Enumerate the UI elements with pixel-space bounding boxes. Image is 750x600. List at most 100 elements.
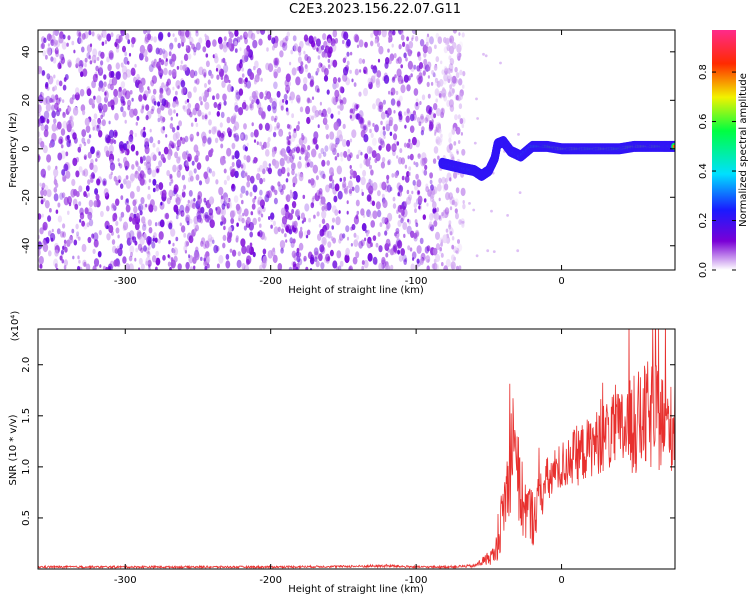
heatmap-cell [54, 263, 58, 268]
heatmap-cell [472, 208, 476, 212]
top-x-axis-label: Height of straight line (km) [288, 285, 424, 296]
heatmap-cell [414, 208, 417, 214]
heatmap-cell [198, 207, 202, 213]
heatmap-cell [125, 180, 132, 189]
heatmap-cell [327, 58, 331, 64]
heatmap-cell [387, 160, 391, 166]
heatmap-cell [148, 245, 151, 250]
heatmap-cell [321, 218, 326, 225]
heatmap-cell [204, 214, 208, 219]
heatmap-cell [175, 99, 179, 105]
heatmap-cell [107, 263, 113, 270]
heatmap-cell [205, 155, 210, 162]
heatmap-cell [298, 258, 303, 266]
heatmap-cell [406, 84, 411, 92]
heatmap-cell [191, 43, 195, 50]
heatmap-cell [105, 133, 108, 138]
heatmap-cell [385, 123, 391, 132]
heatmap-cell [403, 259, 408, 265]
heatmap-cell [452, 30, 457, 34]
heatmap-cell [170, 259, 176, 269]
heatmap-cell [120, 195, 124, 201]
bottom-plot-frame [37, 328, 676, 570]
heatmap-cell [419, 115, 425, 124]
heatmap-cell [128, 263, 134, 270]
heatmap-cell [226, 116, 231, 124]
heatmap-cell [58, 34, 64, 44]
heatmap-cell [57, 202, 61, 208]
heatmap-cell [215, 67, 219, 72]
heatmap-cell [447, 91, 452, 98]
heatmap-cell [81, 33, 86, 40]
heatmap-cell [421, 169, 425, 174]
heatmap-cell [212, 95, 215, 100]
heatmap-cell [302, 136, 308, 144]
heatmap-cell [438, 197, 441, 202]
heatmap-cell [457, 114, 461, 120]
heatmap-cell [120, 106, 124, 113]
heatmap-cell [108, 129, 115, 139]
heatmap-cell [355, 104, 359, 110]
heatmap-cell [410, 230, 415, 238]
heatmap-cell [377, 231, 381, 237]
heatmap-cell [170, 179, 174, 184]
heatmap-cell [52, 57, 57, 64]
heatmap-cell [411, 30, 417, 35]
heatmap-cell [402, 41, 406, 47]
heatmap-cell [399, 30, 403, 34]
heatmap-cell [249, 191, 253, 197]
heatmap-cell [370, 242, 373, 248]
heatmap-cell [363, 125, 367, 131]
heatmap-cell [84, 207, 89, 215]
heatmap-cell [38, 119, 41, 128]
heatmap-cell [157, 112, 162, 118]
heatmap-cell [141, 216, 146, 224]
heatmap-cell [216, 111, 220, 117]
heatmap-cell [271, 37, 276, 44]
heatmap-cell [196, 150, 200, 157]
heatmap-cell [455, 250, 458, 254]
heatmap-cell [55, 267, 59, 270]
heatmap-cell [128, 134, 134, 143]
heatmap-cell [96, 95, 102, 104]
heatmap-cell [407, 219, 412, 225]
heatmap-cell [193, 265, 196, 270]
heatmap-cell [260, 213, 264, 218]
heatmap-cell [304, 66, 309, 73]
heatmap-cell [363, 259, 369, 269]
heatmap-cell [363, 134, 369, 143]
heatmap-cell [350, 108, 353, 114]
heatmap-cell [226, 202, 231, 209]
heatmap-cell [167, 254, 170, 258]
heatmap-cell [103, 180, 106, 186]
heatmap-cell [342, 123, 346, 130]
heatmap-cell [205, 35, 210, 43]
heatmap-cell [239, 193, 243, 199]
heatmap-cell [84, 156, 87, 160]
heatmap-cell [169, 173, 173, 179]
heatmap-cell [193, 168, 197, 174]
heatmap-cell [445, 43, 449, 48]
heatmap-cell [46, 189, 52, 198]
heatmap-cell [482, 52, 485, 56]
heatmap-cell [506, 214, 509, 217]
heatmap-cell [336, 165, 342, 175]
heatmap-cell [277, 181, 281, 187]
heatmap-cell [423, 198, 427, 203]
heatmap-cell [172, 247, 179, 256]
heatmap-cell [287, 172, 290, 177]
heatmap-cell [315, 175, 319, 181]
heatmap-cell [118, 179, 121, 184]
heatmap-cell [246, 175, 251, 182]
heatmap-cell [418, 205, 421, 210]
heatmap-cell [242, 144, 247, 151]
heatmap-cell [132, 199, 137, 207]
heatmap-cell [318, 188, 323, 195]
heatmap-cell [261, 144, 265, 150]
heatmap-cell [417, 153, 421, 158]
heatmap-cell [222, 44, 228, 53]
heatmap-cell [205, 60, 210, 68]
heatmap-cell [459, 69, 463, 76]
heatmap-cell [381, 181, 387, 191]
heatmap-cell [349, 69, 352, 74]
